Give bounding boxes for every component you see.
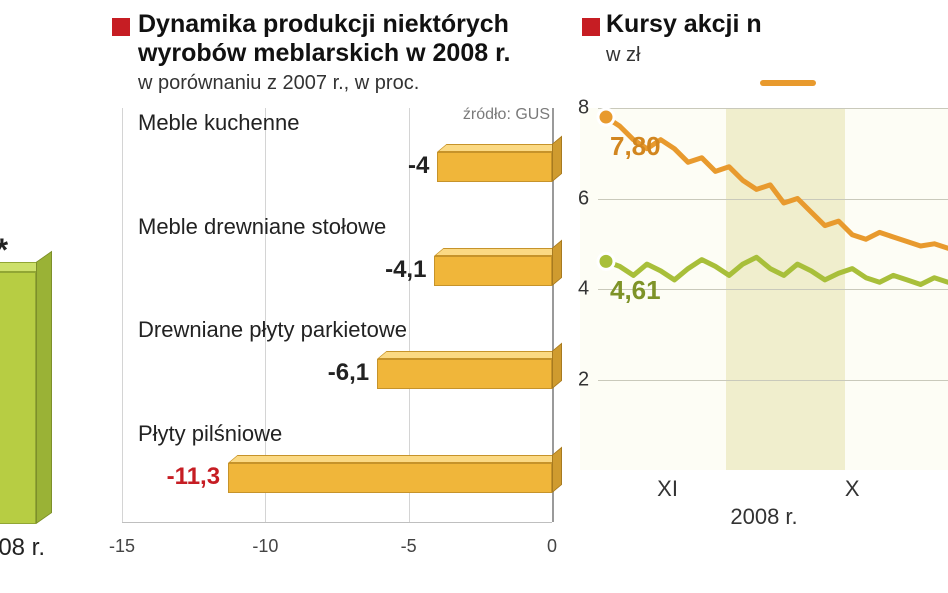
x-year-label: 2008 r.	[580, 504, 948, 530]
hbar-side-face	[552, 343, 562, 389]
mid-plot-area: -15-10-50Meble kuchenne-4Meble drewniane…	[122, 108, 552, 532]
left-bar-chart: 25* 008 r.	[0, 0, 80, 593]
hbar-front-face	[228, 463, 552, 493]
left-bar-front-face	[0, 272, 36, 524]
right-plot-area: 24687,804,61XIX2008 r.	[580, 108, 948, 530]
right-title-marker	[582, 18, 600, 36]
hbar-front-face	[434, 256, 552, 286]
hbar	[228, 455, 552, 493]
hbar-top-face	[377, 351, 561, 359]
category-label: Meble kuchenne	[138, 110, 299, 136]
hbar-top-face	[228, 455, 561, 463]
x-axis-line	[122, 522, 552, 523]
bar-value-label: -11,3	[148, 463, 220, 491]
right-title: Kursy akcji n	[606, 10, 762, 39]
x-tick-label: -10	[252, 536, 278, 557]
hbar-top-face	[434, 248, 561, 256]
right-subtitle: w zł	[606, 44, 640, 67]
mid-bar-chart: Dynamika produkcji niektórych wyrobów me…	[100, 0, 560, 593]
category-label: Drewniane płyty parkietowe	[138, 317, 407, 343]
category-label: Meble drewniane stołowe	[138, 214, 386, 240]
hbar-top-face	[437, 144, 561, 152]
legend-orange-line	[760, 80, 816, 86]
x-tick-label: XI	[657, 476, 678, 502]
x-tick-label: -15	[109, 536, 135, 557]
x-tick-label: -5	[401, 536, 417, 557]
x-tick-label: 0	[547, 536, 557, 557]
hbar	[434, 248, 552, 286]
hbar-front-face	[437, 152, 552, 182]
series-start-dot-orange	[598, 109, 614, 125]
hbar-side-face	[552, 136, 562, 182]
series-start-value-green: 4,61	[610, 275, 661, 306]
right-line-chart: Kursy akcji n w zł 24687,804,61XIX2008 r…	[580, 0, 948, 593]
left-bar-side-face	[36, 251, 52, 524]
hbar-front-face	[377, 359, 552, 389]
series-start-value-orange: 7,80	[610, 131, 661, 162]
gridline	[122, 108, 123, 522]
hbar-side-face	[552, 239, 562, 285]
category-label: Płyty pilśniowe	[138, 421, 282, 447]
hbar	[377, 351, 552, 389]
bar-value-label: -6,1	[297, 359, 369, 387]
left-bar-3d	[0, 262, 52, 524]
hbar	[437, 144, 552, 182]
series-start-dot-green	[598, 253, 614, 269]
figure-canvas: 25* 008 r. Dynamika produkcji niektórych…	[0, 0, 948, 593]
mid-title: Dynamika produkcji niektórych wyrobów me…	[138, 10, 548, 68]
left-bar-year: 008 r.	[0, 534, 60, 562]
mid-subtitle: w porównaniu z 2007 r., w proc.	[138, 72, 419, 95]
x-tick-label: X	[845, 476, 860, 502]
hbar-side-face	[552, 446, 562, 492]
mid-title-marker	[112, 18, 130, 36]
bar-value-label: -4,1	[354, 256, 426, 284]
bar-value-label: -4	[357, 152, 429, 180]
